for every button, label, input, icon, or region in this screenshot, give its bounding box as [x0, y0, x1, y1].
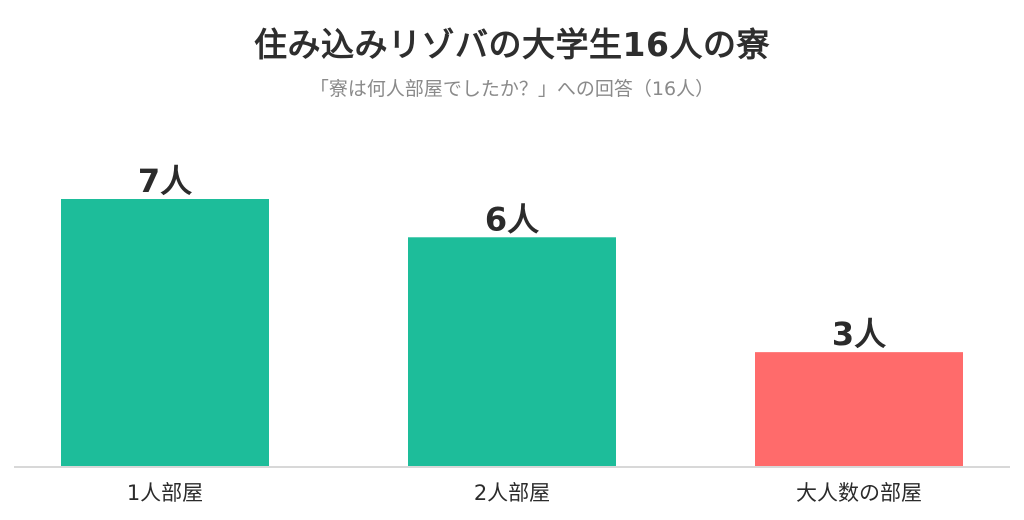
bar-2 — [408, 237, 616, 467]
bar-value-label-1: 7人 — [138, 162, 192, 200]
chart-title: 住み込みリゾバの大学生16人の寮 — [254, 25, 770, 64]
bar-value-label-3: 3人 — [832, 315, 886, 353]
bar-value-label-2: 6人 — [485, 200, 539, 238]
bar-3 — [755, 352, 963, 467]
chart-subtitle: 「寮は何人部屋でしたか？」への回答（16人） — [309, 78, 715, 100]
x-tick-label-2: 2人部屋 — [474, 481, 550, 505]
x-tick-labels-group: 1人部屋 2人部屋 大人数の部屋 — [127, 481, 922, 505]
bar-1 — [61, 199, 269, 467]
bars-group — [61, 199, 963, 467]
value-labels-group: 7人 6人 3人 — [138, 162, 886, 353]
x-tick-label-1: 1人部屋 — [127, 481, 203, 505]
x-tick-label-3: 大人数の部屋 — [796, 481, 922, 505]
